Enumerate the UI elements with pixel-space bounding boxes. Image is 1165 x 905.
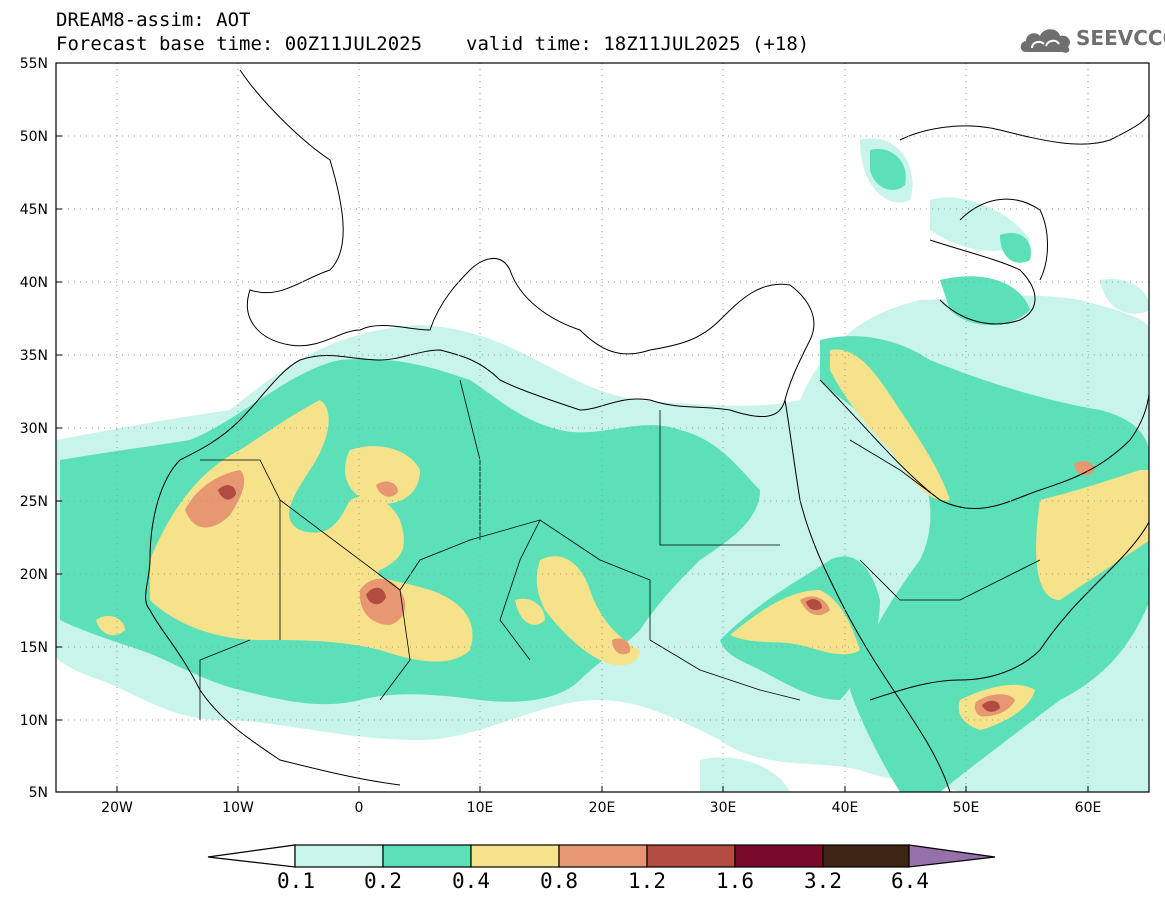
longitude-labels: 20W 10W 0 10E 20E 30E 40E 50E 60E (101, 800, 1101, 816)
colorbar-label: 0.4 (452, 869, 490, 893)
colorbar-label: 0.1 (277, 869, 315, 893)
seevccc-logo: SEEVCCC (1018, 22, 1165, 58)
lat-label: 25N (20, 494, 48, 510)
aot-band-1.2 (218, 485, 1000, 712)
lat-label: 15N (20, 640, 48, 656)
forecast-time-line: Forecast base time: 00Z11JUL2025 valid ti… (56, 33, 809, 55)
lon-label: 60E (1075, 800, 1102, 816)
colorbar-lower-arrow (207, 844, 296, 868)
aot-shading (56, 138, 1149, 792)
lat-label: 10N (20, 713, 48, 729)
valid-time: valid time: 18Z11JUL2025 (+18) (466, 33, 810, 55)
lon-label: 20E (589, 800, 616, 816)
lat-label: 45N (20, 202, 48, 218)
lon-label: 20W (101, 800, 133, 816)
colorbar-segment (470, 844, 560, 868)
colorbar-label: 0.8 (540, 869, 578, 893)
latitude-labels: 55N 50N 45N 40N 35N 30N 25N 20N 15N 10N … (20, 56, 48, 801)
axis-ticks (56, 62, 1089, 793)
graticule (56, 63, 1149, 792)
cloud-icon (1020, 29, 1071, 53)
colorbar-upper-arrow (908, 844, 996, 868)
colorbar-label: 1.2 (628, 869, 666, 893)
colorbar-segment (734, 844, 824, 868)
colorbar-segment (382, 844, 472, 868)
lon-label: 10E (467, 800, 494, 816)
map-title: DREAM8-assim: AOT (56, 9, 251, 31)
base-time: Forecast base time: 00Z11JUL2025 (56, 33, 423, 55)
coastlines (145, 69, 1149, 792)
logo-text: SEEVCCC (1076, 26, 1165, 50)
lon-label: 30E (710, 800, 737, 816)
country-borders (199, 379, 1041, 720)
lat-label: 20N (20, 567, 48, 583)
colorbar-label: 6.4 (891, 869, 929, 893)
lat-label: 40N (20, 275, 48, 291)
lon-label: 40E (832, 800, 859, 816)
colorbar-segment (294, 844, 384, 868)
colorbar-segment (646, 844, 736, 868)
lat-label: 30N (20, 421, 48, 437)
colorbar (207, 844, 996, 868)
lat-label: 55N (20, 56, 48, 72)
colorbar-label: 1.6 (716, 869, 754, 893)
lat-label: 50N (20, 129, 48, 145)
lon-label: 10W (222, 800, 254, 816)
colorbar-segment (558, 844, 648, 868)
lon-label: 0 (355, 800, 364, 816)
colorbar-label: 3.2 (804, 869, 842, 893)
colorbar-label: 0.2 (364, 869, 402, 893)
colorbar-segment (822, 844, 910, 868)
lat-label: 5N (29, 785, 48, 801)
lat-label: 35N (20, 348, 48, 364)
lon-label: 50E (953, 800, 980, 816)
